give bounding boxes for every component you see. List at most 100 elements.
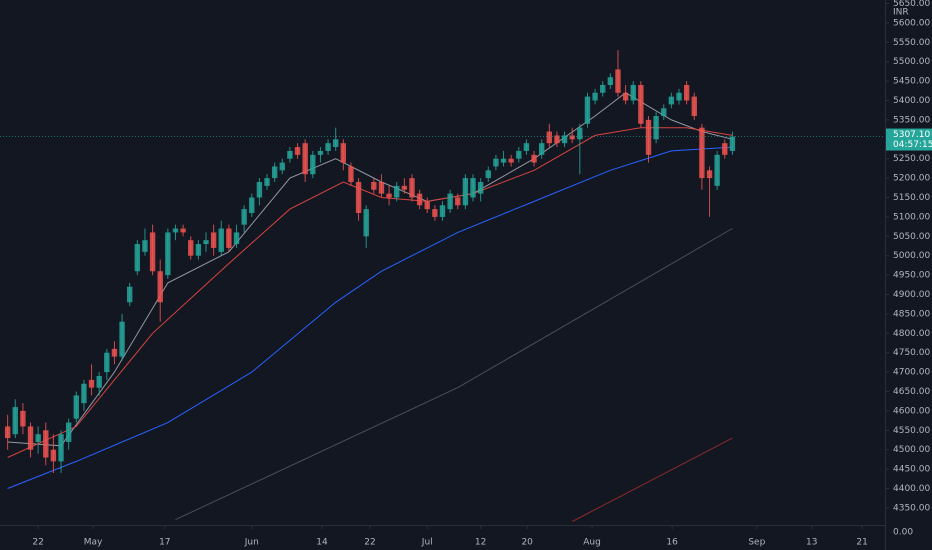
candle-body [668,96,675,105]
candle-body [607,77,614,85]
volume-scale-label: 0.00 [893,528,913,538]
y-tick-label: 4900.00 [893,290,930,300]
candle-body [43,430,49,458]
y-tick-label: 5500.00 [893,57,930,67]
last-price-box [886,128,932,151]
moving-average [7,146,733,489]
candle-body [546,131,553,144]
candle-body [287,150,293,159]
candle-body [416,193,423,206]
candle-body [126,286,133,303]
candle-body [180,228,186,233]
currency-label: INR [893,8,909,18]
x-tick-label: 16 [666,538,678,548]
y-tick-label: 4850.00 [893,309,930,319]
moving-average [571,437,733,522]
candle-body [256,181,263,198]
candle-body [188,240,194,256]
candle-body [470,178,476,198]
y-tick-label: 4350.00 [893,503,930,513]
candle-body [165,232,171,276]
candle-body [81,383,87,404]
x-tick-label: 22 [32,538,43,548]
candle-body [424,201,430,210]
candle-body [279,162,285,171]
candle-body [394,185,400,198]
candle-body [378,181,385,194]
candle-body [577,127,583,140]
candle-body [561,135,568,144]
candle-body [233,232,240,245]
y-tick-label: 5050.00 [893,232,930,242]
y-tick-label: 4750.00 [893,348,930,358]
moving-average [175,228,733,521]
last-price-label: 5307.10 [893,130,930,140]
y-tick-label: 5450.00 [893,77,930,87]
y-tick-label: 5150.00 [893,193,930,203]
candle-body [58,434,64,462]
candle-body [96,375,102,388]
candle-body [317,150,324,155]
candle-body [104,352,110,373]
candle-body [355,181,362,214]
candle-body [493,158,499,167]
candle-body [4,426,11,439]
x-tick-label: Jul [421,538,433,548]
candle-body [508,158,514,163]
candle-body [142,240,148,252]
y-tick-label: 4400.00 [893,484,930,494]
y-tick-label: 4450.00 [893,465,930,475]
y-tick-label: 4800.00 [893,329,930,339]
candle-body [401,185,408,190]
candle-body [630,84,636,101]
candle-body [386,193,392,198]
candle-body [371,181,377,190]
candle-body [111,348,118,357]
candle-body [332,139,339,148]
candle-body [432,209,438,217]
candle-body [88,379,95,388]
candle-body [477,181,484,194]
x-tick-label: 21 [856,538,867,548]
candle-body [149,232,156,272]
candle-body [363,209,369,237]
y-tick-label: 4700.00 [893,368,930,378]
candle-body [241,209,247,225]
x-tick-label: 12 [475,538,486,548]
candle-body [683,84,690,101]
candle-body [584,96,591,124]
candle-body [348,166,354,182]
candle-body [462,178,469,206]
y-tick-label: 5200.00 [893,174,930,184]
candle-body [134,244,141,272]
candle-body [691,96,697,117]
candle-body [455,197,461,206]
candle-body [218,228,224,252]
candle-body [615,69,621,93]
candle-body [203,240,209,245]
candle-body [195,244,202,256]
y-tick-label: 5400.00 [893,96,930,106]
y-tick-label: 5350.00 [893,115,930,125]
candle-body [210,232,217,248]
y-tick-label: 5250.00 [893,154,930,164]
candle-body [340,143,347,163]
y-tick-label: 5600.00 [893,18,930,28]
candle-body [622,92,629,101]
y-tick-label: 4650.00 [893,387,930,397]
y-tick-label: 5650.00 [893,0,930,9]
y-tick-label: 4550.00 [893,426,930,436]
candle-body [27,426,34,450]
x-tick-label: May [84,538,103,548]
candle-body [65,422,72,442]
plot-area [0,50,885,522]
x-tick-label: Jun [244,538,259,548]
candle-body [302,143,308,175]
candle-body [172,228,179,233]
x-tick-label: 22 [364,538,375,548]
candle-body [447,193,453,210]
candle-body [157,271,163,303]
candle-body [699,127,705,179]
